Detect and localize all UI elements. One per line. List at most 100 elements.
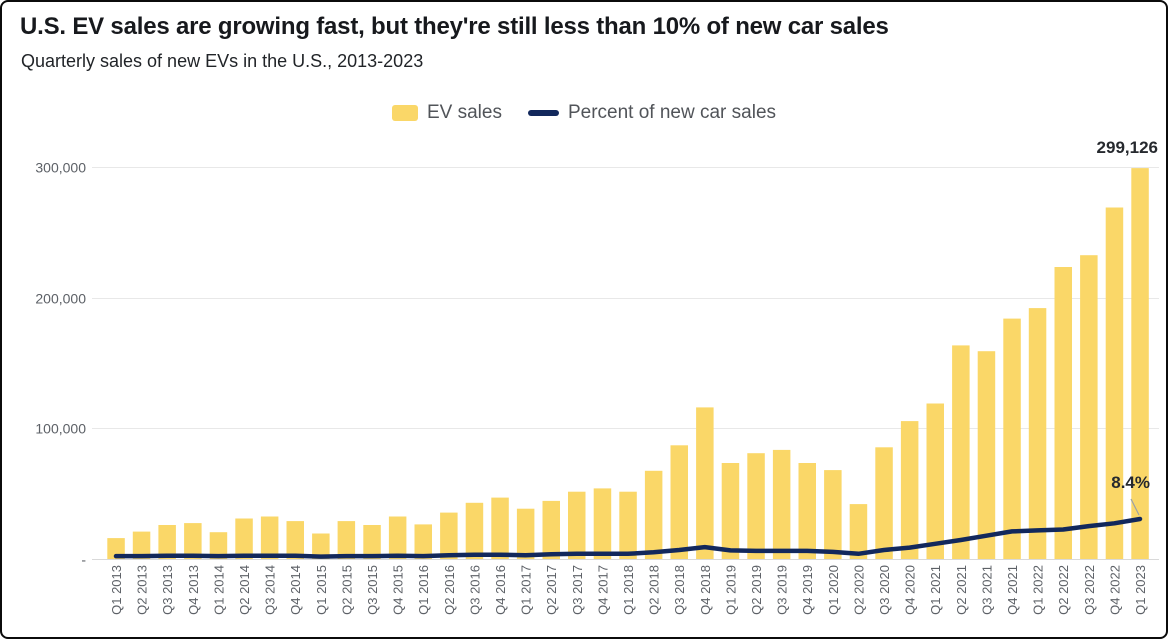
bar-q4-2018	[696, 407, 714, 559]
x-tick-label-q1-2021: Q1 2021	[928, 565, 943, 615]
bar-q2-2018	[644, 470, 663, 559]
bar-q1-2022	[1028, 308, 1047, 559]
bar-q1-2017	[516, 508, 535, 559]
x-tick-label-q1-2016: Q1 2016	[416, 565, 431, 615]
y-tick-label: 100,000	[35, 421, 86, 437]
x-tick-label-q3-2019: Q3 2019	[775, 565, 790, 615]
bar-q3-2018	[670, 445, 688, 559]
x-tick-label-q2-2015: Q2 2015	[339, 565, 354, 615]
x-tick-label-q2-2017: Q2 2017	[544, 565, 559, 615]
bar-q2-2015	[337, 521, 356, 559]
annotation-max-value: 299,126	[1096, 138, 1158, 157]
x-tick-label-q1-2015: Q1 2015	[314, 565, 329, 615]
x-tick-label-q1-2018: Q1 2018	[621, 565, 636, 615]
bar-q2-2016	[440, 512, 458, 559]
x-tick-label-q3-2013: Q3 2013	[160, 565, 175, 615]
x-tick-label-q2-2019: Q2 2019	[749, 565, 764, 615]
x-tick-label-q4-2018: Q4 2018	[698, 565, 713, 615]
bar-q1-2013	[107, 538, 125, 559]
bar-q4-2013	[184, 523, 202, 559]
bar-q1-2021	[926, 403, 944, 559]
x-tick-label-q1-2020: Q1 2020	[826, 565, 841, 615]
ev-sales-swatch-icon	[391, 105, 418, 121]
x-tick-label-q4-2017: Q4 2017	[595, 565, 610, 615]
x-tick-label-q3-2014: Q3 2014	[263, 565, 278, 615]
x-tick-label-q2-2016: Q2 2016	[442, 565, 457, 615]
x-tick-label-q2-2021: Q2 2021	[954, 565, 969, 615]
bar-q2-2019	[747, 453, 765, 559]
x-tick-label-q4-2014: Q4 2014	[288, 565, 303, 615]
bar-q3-2016	[465, 502, 484, 559]
legend-item-percent: Percent of new car sales	[527, 102, 777, 124]
x-tick-label-q4-2022: Q4 2022	[1107, 565, 1122, 615]
bar-q3-2015	[363, 525, 381, 559]
bar-q1-2014	[209, 532, 228, 559]
x-tick-label-q3-2018: Q3 2018	[672, 565, 687, 615]
x-tick-label-q4-2021: Q4 2021	[1005, 565, 1020, 615]
y-tick-label: 200,000	[35, 291, 86, 307]
bar-q1-2023	[1131, 168, 1149, 559]
bar-q1-2018	[619, 491, 637, 559]
bar-q3-2020	[875, 447, 893, 559]
annotation-leader-line	[1130, 498, 1140, 516]
y-tick-label: 300,000	[35, 160, 86, 176]
x-tick-label-q3-2021: Q3 2021	[979, 565, 994, 615]
bar-q2-2020	[849, 504, 868, 559]
bar-q3-2013	[158, 525, 176, 559]
page-subtitle: Quarterly sales of new EVs in the U.S., …	[21, 51, 424, 71]
page-title: U.S. EV sales are growing fast, but they…	[20, 13, 889, 40]
bar-q4-2014	[286, 521, 304, 559]
bar-q4-2019	[798, 463, 816, 559]
annotation-percent-value: 8.4%	[1111, 473, 1150, 492]
bar-q2-2021	[952, 345, 970, 559]
bar-q3-2022	[1080, 255, 1098, 559]
x-tick-label-q4-2016: Q4 2016	[493, 565, 508, 615]
legend-label-ev-sales: EV sales	[426, 102, 502, 123]
x-tick-label-q4-2015: Q4 2015	[391, 565, 406, 615]
bar-q4-2016	[491, 497, 509, 559]
x-tick-label-q3-2022: Q3 2022	[1082, 565, 1097, 615]
x-tick-label-q2-2018: Q2 2018	[647, 565, 662, 615]
percent-line	[113, 516, 1143, 559]
bar-q4-2022	[1105, 207, 1124, 559]
x-tick-label-q2-2022: Q2 2022	[1056, 565, 1071, 615]
x-tick-label-q1-2013: Q1 2013	[109, 565, 124, 615]
x-tick-label-q4-2013: Q4 2013	[186, 565, 201, 615]
bar-q3-2017	[568, 491, 586, 559]
legend-label-percent: Percent of new car sales	[567, 102, 777, 123]
bar-q4-2020	[900, 421, 919, 559]
x-tick-label-q1-2019: Q1 2019	[723, 565, 738, 615]
x-tick-label-q3-2017: Q3 2017	[570, 565, 585, 615]
x-tick-label-q3-2016: Q3 2016	[467, 565, 482, 615]
x-tick-label-q1-2017: Q1 2017	[519, 565, 534, 615]
bar-q1-2020	[824, 470, 842, 559]
bar-q4-2015	[388, 516, 407, 559]
bar-q3-2019	[772, 449, 791, 559]
bar-q4-2017	[593, 488, 612, 559]
x-tick-label-q3-2020: Q3 2020	[877, 565, 892, 615]
x-tick-label-q2-2014: Q2 2014	[237, 565, 252, 615]
x-tick-label-q2-2013: Q2 2013	[135, 565, 150, 615]
x-tick-label-q1-2023: Q1 2023	[1133, 565, 1148, 615]
legend: EV sales Percent of new car sales	[2, 102, 1166, 124]
bar-q1-2019	[721, 463, 740, 559]
bar-q2-2014	[235, 518, 253, 559]
x-tick-label-q1-2014: Q1 2014	[211, 565, 226, 615]
x-tick-label-q4-2019: Q4 2019	[800, 565, 815, 615]
x-tick-label-q2-2020: Q2 2020	[851, 565, 866, 615]
bar-q2-2013	[132, 531, 151, 559]
percent-line-swatch-icon	[527, 110, 559, 116]
bar-q2-2017	[542, 500, 560, 559]
bar-q1-2016	[414, 524, 432, 559]
bar-q3-2014	[260, 516, 279, 559]
bar-q3-2021	[977, 351, 996, 559]
x-tick-label-q3-2015: Q3 2015	[365, 565, 380, 615]
legend-item-ev-sales: EV sales	[391, 102, 502, 124]
x-tick-label-q4-2020: Q4 2020	[903, 565, 918, 615]
bar-q1-2015	[312, 533, 330, 559]
x-tick-label-q1-2022: Q1 2022	[1031, 565, 1046, 615]
bar-q4-2021	[1003, 318, 1021, 559]
y-tick-label: -	[81, 552, 86, 568]
